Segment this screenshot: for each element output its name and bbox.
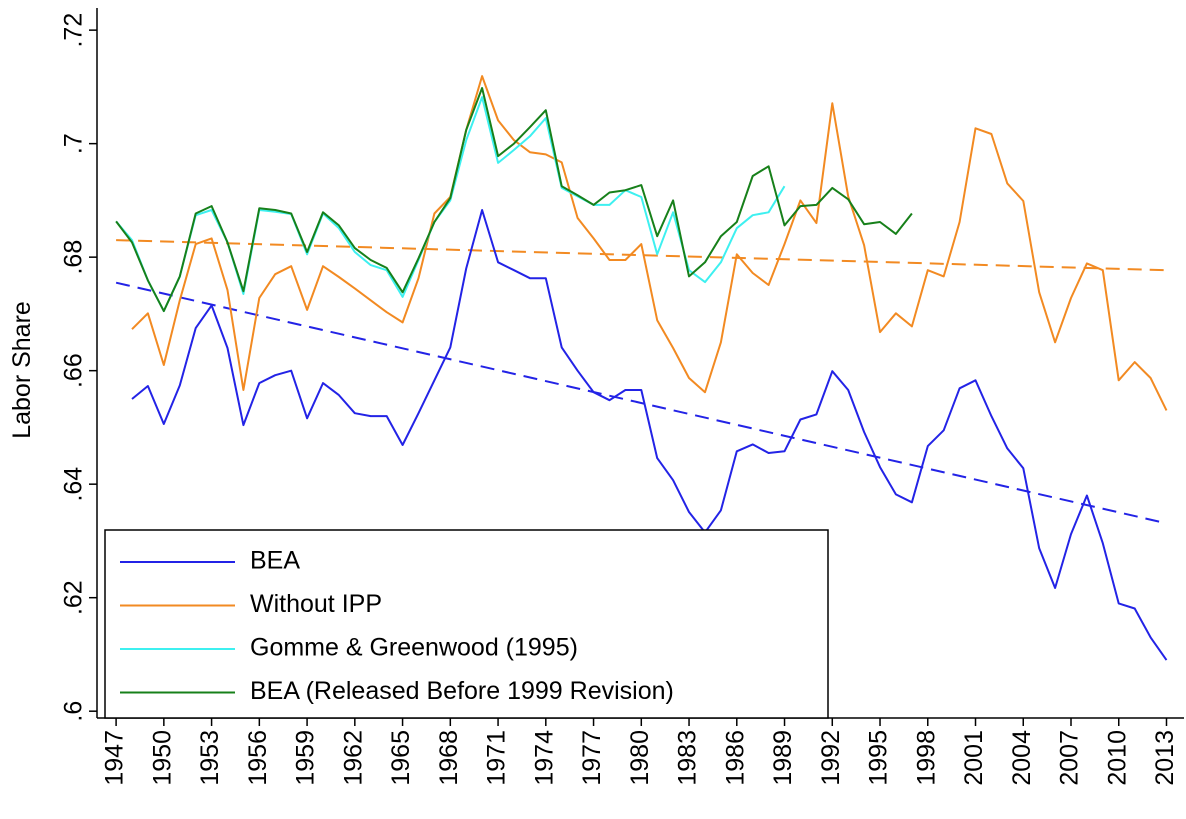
x-tick-label: 1998 [912,730,940,786]
x-tick-label: 1950 [148,730,176,786]
series-line [115,96,786,313]
x-tick-label: 1977 [578,730,606,786]
x-tick-label: 2004 [1008,730,1036,786]
legend-label: Gomme & Greenwood (1995) [250,634,578,662]
x-tick-label: 2001 [960,730,988,786]
series-line [131,209,1168,661]
series-line [115,87,913,313]
legend-label: Without IPP [250,590,382,618]
x-tick-label: 1980 [626,730,654,786]
x-tick-label: 1971 [483,730,511,786]
x-tick-label: 1947 [101,730,129,786]
x-tick-label: 2013 [1151,730,1179,786]
legend: BEA Without IPP Gomme & Greenwood (1995) BE… [104,529,829,719]
x-tick-label: 1989 [769,730,797,786]
x-tick-label: 1995 [865,730,893,786]
x-tick-label: 1983 [674,730,702,786]
y-axis-label: Labor Share [8,301,36,439]
x-tick-label: 1956 [244,730,272,786]
x-tick-label: 1953 [196,730,224,786]
series-line [131,75,1168,411]
trend-line [115,281,1167,525]
legend-label: BEA (Released Before 1999 Revision) [250,677,674,705]
x-tick-label: 1962 [339,730,367,786]
y-tick-label: .66 [60,353,88,388]
x-tick-label: 1968 [435,730,463,786]
x-tick-label: 1965 [387,730,415,786]
x-tick-label: 1959 [292,730,320,786]
x-tick-label: 2007 [1056,730,1084,786]
x-tick-label: 1974 [530,730,558,786]
y-tick-label: .72 [60,13,88,48]
legend-label: BEA [250,547,300,575]
x-tick-label: 1986 [721,730,749,786]
y-tick-label: .64 [60,467,88,502]
y-tick-label: .62 [60,580,88,615]
x-tick-label: 2010 [1103,730,1131,786]
y-tick-label: .6 [60,701,88,722]
y-tick-label: .7 [60,133,88,154]
y-tick-label: .68 [60,240,88,275]
x-tick-label: 1992 [817,730,845,786]
